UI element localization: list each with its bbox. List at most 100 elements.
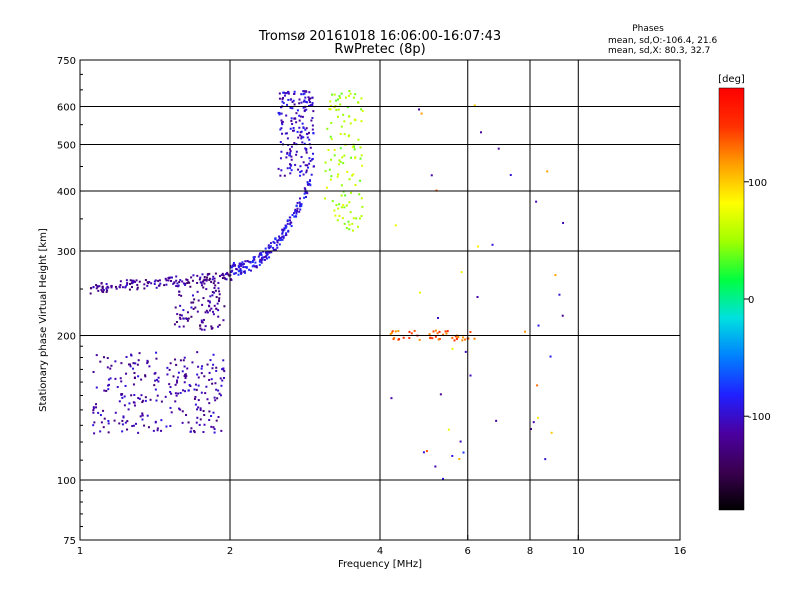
data-point (153, 280, 156, 283)
data-point (210, 280, 213, 283)
data-point (141, 412, 144, 415)
data-point (203, 276, 206, 279)
data-point (132, 383, 135, 386)
data-point (227, 273, 230, 276)
data-point (293, 103, 296, 106)
data-point (286, 151, 289, 154)
data-point (243, 271, 246, 274)
data-point (109, 377, 112, 380)
data-point (110, 284, 113, 287)
data-point (285, 92, 288, 95)
data-point (200, 367, 203, 370)
data-point (311, 128, 314, 131)
data-point (335, 204, 338, 207)
data-point (451, 336, 454, 339)
y-tick-label: 300 (57, 247, 76, 258)
data-point (285, 224, 288, 227)
data-point (340, 92, 343, 95)
data-point (304, 96, 307, 99)
data-point (244, 260, 247, 263)
data-point (178, 316, 181, 319)
data-point (282, 235, 285, 238)
data-point (130, 353, 133, 356)
data-point (100, 282, 103, 285)
data-point (431, 337, 434, 340)
data-point (156, 427, 159, 430)
data-point (351, 229, 354, 232)
data-point (132, 281, 135, 284)
data-point (210, 307, 213, 310)
data-point (128, 402, 131, 405)
data-point (218, 392, 221, 395)
data-point (324, 170, 327, 173)
data-point (328, 168, 331, 171)
data-point (298, 102, 301, 105)
data-point (349, 211, 352, 214)
data-point (348, 134, 351, 137)
data-point (187, 281, 190, 284)
data-point (102, 290, 105, 293)
data-point (173, 323, 176, 326)
data-point (175, 275, 178, 278)
data-point (305, 127, 308, 130)
data-point (310, 173, 313, 176)
data-point (312, 132, 315, 135)
data-point (290, 145, 293, 148)
data-point (208, 418, 211, 421)
data-point (476, 245, 479, 248)
data-point (297, 168, 300, 171)
phases-line-x: mean, sd,X: 80.3, 32.7 (608, 46, 710, 56)
data-point (275, 244, 278, 247)
colorbar-label: [deg] (718, 74, 745, 85)
data-point (445, 332, 448, 335)
data-point (148, 365, 151, 368)
data-point (447, 428, 450, 431)
data-point (442, 333, 445, 336)
data-point (497, 147, 500, 150)
data-point (212, 411, 215, 414)
data-point (232, 261, 235, 264)
data-point (137, 375, 140, 378)
data-point (302, 136, 305, 139)
data-point (339, 160, 342, 163)
data-point (208, 378, 211, 381)
data-point (357, 138, 360, 141)
data-point (203, 328, 206, 331)
data-point (266, 257, 269, 260)
data-point (338, 159, 341, 162)
data-point (305, 171, 308, 174)
data-point (144, 374, 147, 377)
data-point (169, 276, 172, 279)
data-point (156, 394, 159, 397)
data-point (246, 259, 249, 262)
data-point (299, 174, 302, 177)
data-point (130, 286, 133, 289)
data-point (286, 222, 289, 225)
data-point (340, 184, 343, 187)
data-point (451, 454, 454, 457)
data-point (175, 394, 178, 397)
data-point (200, 319, 203, 322)
data-point (128, 288, 131, 291)
data-point (138, 397, 141, 400)
data-point (114, 285, 117, 288)
data-point (165, 425, 168, 428)
data-point (191, 361, 194, 364)
data-point (290, 119, 293, 122)
data-point (255, 266, 258, 269)
data-point (280, 112, 283, 115)
data-point (308, 91, 311, 94)
data-point (208, 410, 211, 413)
data-point (201, 280, 204, 283)
data-point (289, 150, 292, 153)
data-point (154, 371, 157, 374)
data-point (308, 138, 311, 141)
data-point (348, 201, 351, 204)
data-point (298, 119, 301, 122)
data-point (398, 338, 401, 341)
grid-lines (80, 60, 680, 540)
data-point (292, 126, 295, 129)
data-point (302, 106, 305, 109)
data-point (299, 165, 302, 168)
